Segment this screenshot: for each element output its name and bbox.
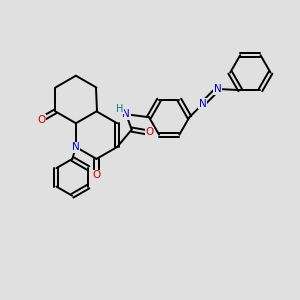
Text: N: N [214, 84, 221, 94]
Text: N: N [72, 142, 80, 152]
Text: H: H [116, 104, 123, 114]
Text: N: N [122, 109, 130, 119]
Text: N: N [199, 99, 207, 109]
Text: O: O [92, 170, 101, 180]
Text: O: O [37, 115, 45, 124]
Text: O: O [145, 127, 153, 137]
